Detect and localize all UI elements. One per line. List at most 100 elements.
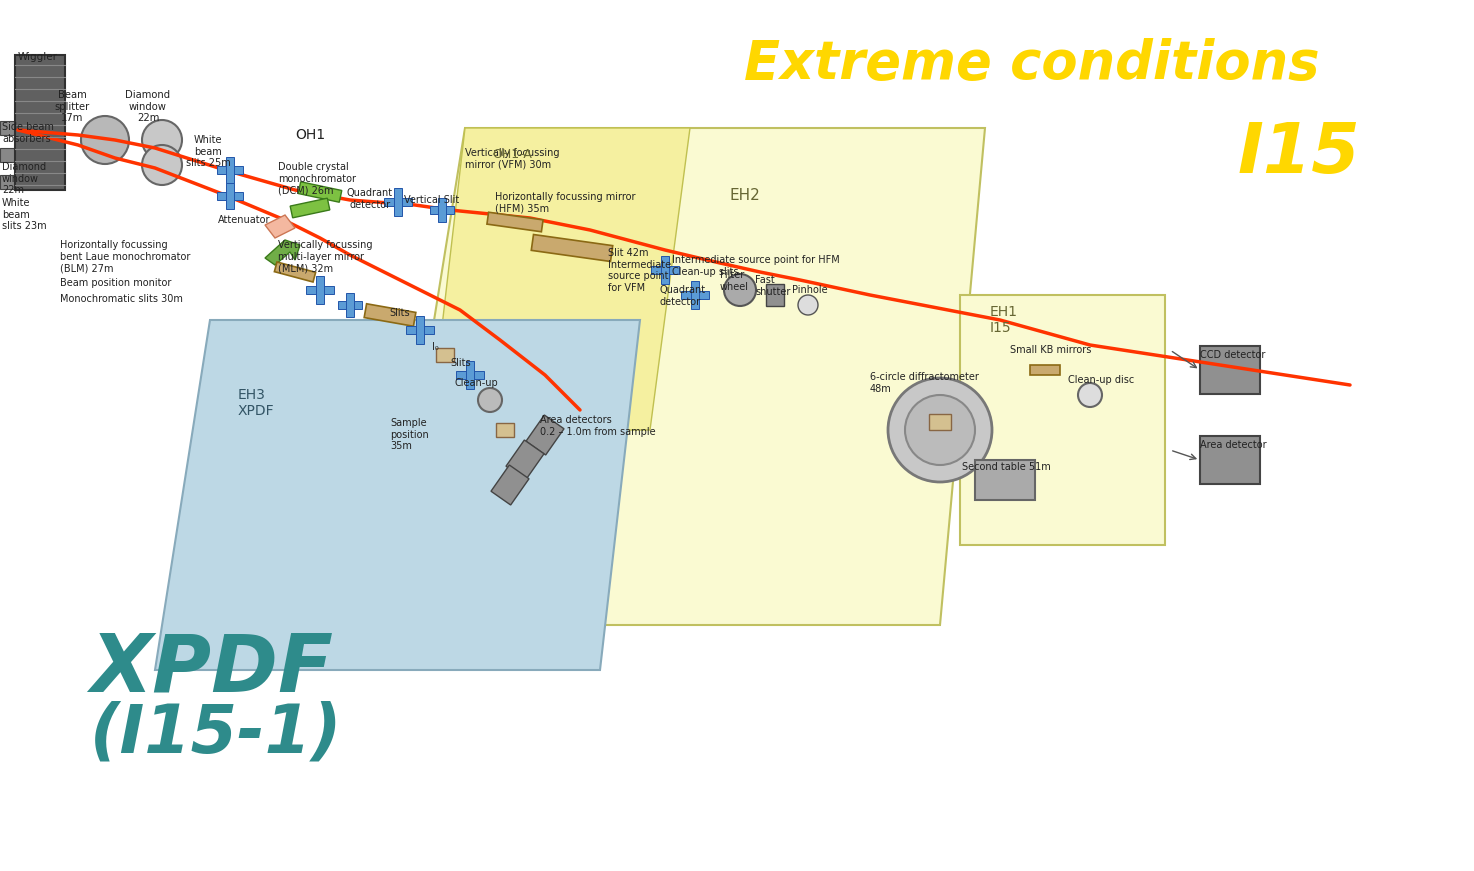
Polygon shape	[681, 291, 709, 299]
Text: EH1
I15: EH1 I15	[991, 305, 1019, 335]
Text: Extreme conditions: Extreme conditions	[744, 38, 1321, 90]
Polygon shape	[364, 304, 416, 327]
Polygon shape	[526, 415, 565, 455]
Polygon shape	[290, 199, 330, 218]
Polygon shape	[455, 371, 483, 379]
Polygon shape	[226, 157, 234, 183]
Polygon shape	[265, 215, 295, 238]
Polygon shape	[217, 166, 243, 174]
Text: Slits: Slits	[450, 358, 470, 368]
Bar	[766, 284, 784, 306]
Text: Pinhole: Pinhole	[792, 285, 827, 295]
Bar	[929, 414, 951, 430]
Text: Diamond
window
22m: Diamond window 22m	[125, 90, 171, 123]
Circle shape	[905, 395, 974, 465]
Polygon shape	[691, 281, 699, 309]
Text: Monochromatic slits 30m: Monochromatic slits 30m	[60, 294, 183, 304]
Circle shape	[142, 145, 181, 185]
Circle shape	[797, 295, 818, 315]
Bar	[0, 175, 16, 189]
Text: Filter
wheel: Filter wheel	[719, 270, 749, 292]
Polygon shape	[486, 213, 542, 232]
Text: Beam
splitter
17m: Beam splitter 17m	[55, 90, 90, 123]
Polygon shape	[1030, 365, 1060, 375]
Bar	[974, 460, 1035, 500]
Polygon shape	[438, 198, 447, 222]
Circle shape	[81, 116, 130, 164]
Polygon shape	[491, 465, 529, 505]
Text: Clean-up: Clean-up	[455, 378, 498, 388]
Polygon shape	[298, 182, 342, 202]
Text: (I15-1): (I15-1)	[90, 700, 342, 766]
Circle shape	[724, 274, 756, 306]
Bar	[436, 348, 454, 362]
Bar	[495, 423, 514, 437]
Polygon shape	[405, 326, 433, 334]
Text: Vertically focussing
mirror (VFM) 30m: Vertically focussing mirror (VFM) 30m	[464, 148, 560, 170]
Text: I15: I15	[1237, 120, 1361, 187]
Bar	[0, 148, 16, 162]
Text: Slit 42m
Intermediate
source point
for VFM: Slit 42m Intermediate source point for V…	[607, 248, 671, 293]
Polygon shape	[531, 234, 613, 261]
Text: Side beam
absorbers: Side beam absorbers	[1, 122, 55, 144]
Polygon shape	[385, 128, 985, 625]
Text: Second table 51m: Second table 51m	[963, 462, 1051, 472]
Text: I₀: I₀	[432, 342, 439, 352]
Text: XPDF: XPDF	[90, 630, 333, 708]
Text: Sample
position
35m: Sample position 35m	[391, 418, 429, 451]
Text: Clean-up disc: Clean-up disc	[1069, 375, 1135, 385]
Polygon shape	[315, 276, 324, 304]
Polygon shape	[226, 183, 234, 209]
Polygon shape	[307, 286, 335, 294]
Text: Small KB mirrors: Small KB mirrors	[1010, 345, 1091, 355]
Text: Vertically focussing
multi-layer mirror
(MLM) 32m: Vertically focussing multi-layer mirror …	[279, 240, 373, 273]
Polygon shape	[466, 361, 475, 389]
Text: Vertical Slit: Vertical Slit	[404, 195, 460, 205]
Text: 6-circle diffractometer
48m: 6-circle diffractometer 48m	[870, 372, 979, 394]
Text: Area detectors
0.2 – 1.0m from sample: Area detectors 0.2 – 1.0m from sample	[539, 415, 656, 436]
Bar	[1200, 436, 1260, 484]
Text: EH3
XPDF: EH3 XPDF	[237, 388, 274, 418]
Text: Beam position monitor: Beam position monitor	[60, 278, 171, 288]
Polygon shape	[274, 262, 315, 282]
Circle shape	[1077, 383, 1103, 407]
Polygon shape	[15, 55, 65, 190]
Bar	[1200, 346, 1260, 394]
Text: Intermediate source point for HFM
Clean-up slits: Intermediate source point for HFM Clean-…	[672, 255, 840, 277]
Bar	[0, 121, 16, 135]
Polygon shape	[265, 240, 301, 265]
Polygon shape	[430, 128, 690, 430]
Text: Horizontally focussing
bent Laue monochromator
(BLM) 27m: Horizontally focussing bent Laue monochr…	[60, 240, 190, 273]
Text: Attenuator: Attenuator	[218, 215, 271, 225]
Polygon shape	[338, 301, 363, 309]
Text: Slits: Slits	[389, 308, 410, 318]
Text: Wiggler: Wiggler	[18, 52, 57, 62]
Circle shape	[142, 120, 181, 160]
Text: Horizontally focussing mirror
(HFM) 35m: Horizontally focussing mirror (HFM) 35m	[495, 192, 635, 213]
Text: OH1-A: OH1-A	[492, 148, 532, 161]
Text: Double crystal
monochromator
(DCM) 26m: Double crystal monochromator (DCM) 26m	[279, 162, 357, 195]
Text: White
beam
slits 23m: White beam slits 23m	[1, 198, 47, 231]
Polygon shape	[394, 188, 402, 216]
Text: Area detector: Area detector	[1200, 440, 1266, 450]
Polygon shape	[416, 316, 425, 344]
Polygon shape	[660, 256, 669, 284]
Circle shape	[887, 378, 992, 482]
Text: CCD detector: CCD detector	[1200, 350, 1265, 360]
Text: Quadrant
detector: Quadrant detector	[346, 188, 394, 210]
Text: Fast
shutter: Fast shutter	[755, 275, 790, 297]
Polygon shape	[217, 192, 243, 200]
Text: Diamond
window
22m: Diamond window 22m	[1, 162, 46, 195]
Polygon shape	[385, 198, 413, 206]
Text: Quadrant
detector: Quadrant detector	[660, 285, 706, 307]
Text: OH1: OH1	[295, 128, 326, 142]
Text: White
beam
slits 25m: White beam slits 25m	[186, 135, 230, 168]
Polygon shape	[506, 440, 544, 480]
Circle shape	[478, 388, 503, 412]
Polygon shape	[155, 320, 640, 670]
Text: EH2: EH2	[730, 188, 761, 203]
Polygon shape	[960, 295, 1164, 545]
Polygon shape	[430, 206, 454, 214]
Polygon shape	[652, 266, 680, 274]
Polygon shape	[346, 293, 354, 317]
